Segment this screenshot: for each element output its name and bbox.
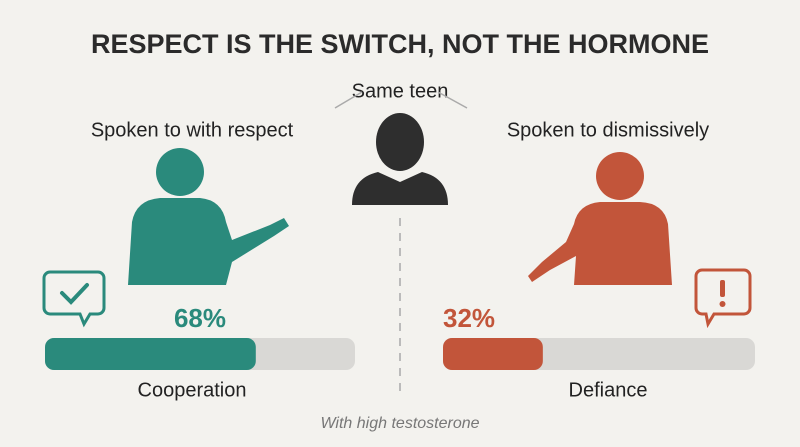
title: RESPECT IS THE SWITCH, NOT THE HORMONE [91,29,709,59]
caption: Spoken to dismissively [507,119,709,141]
caption: Spoken to with respect [91,119,294,141]
respect-figure [128,148,289,285]
bar [45,338,256,370]
footnote: With high testosterone [320,415,479,432]
connector [334,91,363,109]
center-label: Same teen [352,80,449,102]
connector [437,91,468,109]
check-bubble [42,270,106,328]
teen-silhouette [352,113,448,205]
value-label: 32% [443,303,495,333]
bar-label: Cooperation [138,379,247,401]
dismissive-figure [528,152,672,285]
bar [443,338,543,370]
alert-bubble [694,268,752,329]
bar-label: Defiance [569,379,648,401]
value-label: 68% [174,303,226,333]
